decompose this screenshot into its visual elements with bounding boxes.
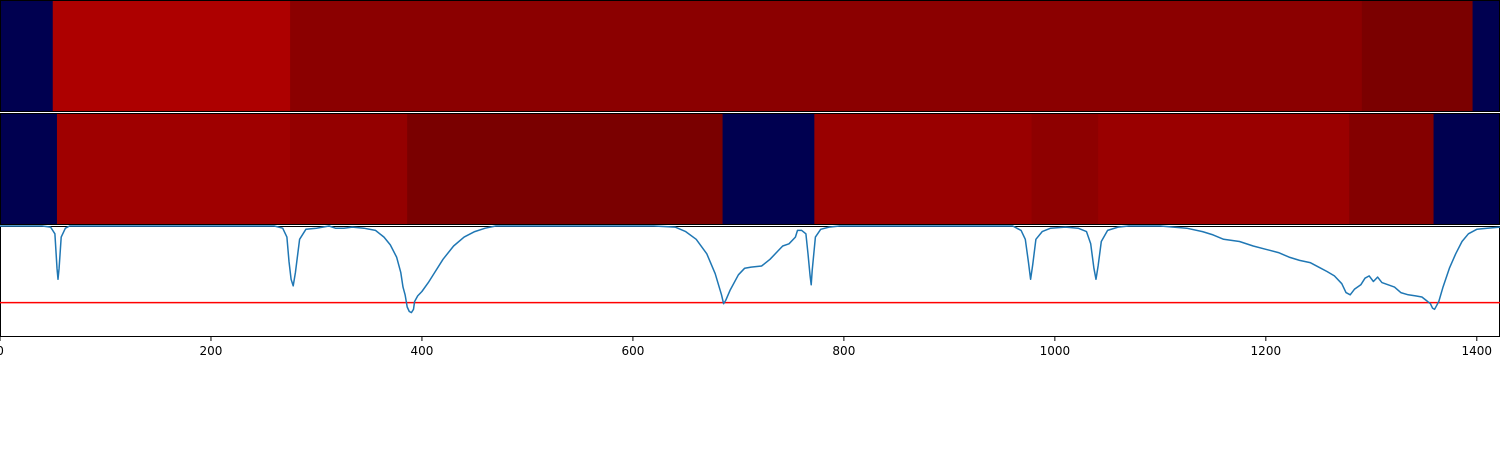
x-tick-label: 0 [0,344,4,358]
x-tick-label: 1400 [1462,344,1493,358]
heatmap-cell [1472,0,1500,112]
heatmap-cell [0,0,54,112]
heatmap-cell [56,113,291,225]
x-tick-label: 400 [410,344,433,358]
heatmap-band-top [0,0,1500,112]
heatmap-cell [407,113,724,225]
x-tick-label: 800 [832,344,855,358]
x-tick-label: 200 [200,344,223,358]
heatmap-cell [1098,113,1350,225]
heatmap-cell [52,0,291,112]
heatmap-cell [1349,113,1435,225]
x-tick-label: 600 [621,344,644,358]
x-tick-label: 1000 [1040,344,1071,358]
x-tick-label: 1200 [1251,344,1282,358]
heatmap-cell [722,113,815,225]
heatmap-cell [1433,113,1500,225]
line-plot-panel [0,225,1500,337]
heatmap-cell [290,0,1363,112]
x-axis: 0 200 400 600 800 1000 1200 1400 [0,337,1492,358]
plot-frame [0,226,1500,337]
heatmap-cell [0,113,58,225]
heatmap-cell [290,113,408,225]
heatmap-cell [1031,113,1099,225]
heatmap-cell [1361,0,1474,112]
heatmap-cell [814,113,1033,225]
heatmap-band-middle [0,113,1500,225]
series-line [0,225,1500,314]
